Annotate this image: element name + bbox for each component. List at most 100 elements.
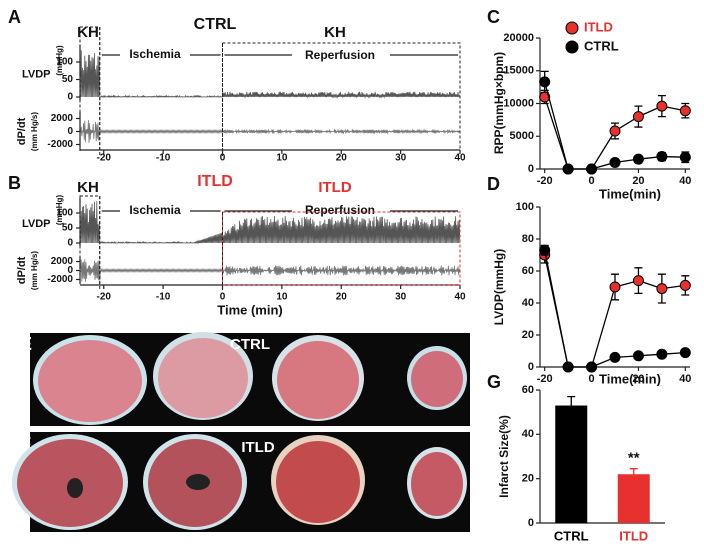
y-tick-label: 0: [67, 92, 73, 103]
panel-letter: C: [487, 7, 500, 27]
y-axis-label: LVDP: [22, 68, 51, 80]
panel-title: CTRL: [230, 336, 270, 353]
error-bar: [629, 468, 638, 480]
y-tick-label: 0: [528, 361, 534, 373]
annotation: Reperfusion: [305, 203, 375, 217]
x-tick-label: 0: [220, 292, 226, 303]
y2-tick-label: -2000: [47, 274, 73, 285]
x-tick-label: -20: [97, 153, 112, 164]
data-point: [586, 361, 598, 373]
annotation: Ischemia: [129, 47, 181, 61]
error-bar: [567, 396, 576, 415]
y-tick-label: 20000: [503, 32, 534, 44]
data-point: [632, 350, 644, 362]
panel-letter: B: [8, 173, 21, 193]
reperfusion-box: [222, 42, 461, 151]
y2-axis-unit: (mm Hg/s): [30, 251, 39, 290]
data-point: [679, 279, 691, 291]
y-axis-label: Infarct Size(%): [497, 415, 511, 498]
y2-axis-label: dP/dt: [16, 117, 28, 145]
y2-tick-label: 2000: [51, 256, 74, 267]
x-tick-label: 40: [454, 153, 466, 164]
x-tick-label: 20: [336, 153, 348, 164]
x-axis-label: Time(min): [599, 186, 661, 201]
data-point: [656, 348, 668, 360]
data-point: [609, 351, 621, 363]
legend-marker: [565, 21, 579, 35]
panel-title: CTRL: [194, 16, 237, 33]
y2-tick-label: 0: [67, 265, 73, 276]
x-tick-label: 10: [276, 153, 288, 164]
annotation: ITLD: [318, 179, 351, 196]
legend-marker: [565, 40, 579, 54]
data-point: [562, 361, 574, 373]
pressure-trace: [79, 50, 461, 99]
y-tick-label: 100: [56, 57, 73, 68]
panel-letter: A: [8, 7, 21, 27]
data-point: [679, 151, 691, 163]
dpdt-trace: [79, 120, 461, 143]
y-tick-label: 0: [528, 163, 534, 175]
bar: [555, 405, 588, 523]
y-tick-label: 50: [62, 223, 74, 234]
y2-tick-label: 2000: [51, 113, 74, 124]
y-axis-label: RPP(mmHg×bpm): [492, 52, 506, 154]
y-axis-label: LVDP(mmHg): [492, 249, 506, 325]
x-tick-label: 20: [632, 373, 644, 385]
panel-title: ITLD: [241, 439, 274, 456]
data-point: [656, 151, 668, 163]
y-axis-label: LVDP: [22, 218, 51, 230]
data-point: [632, 275, 644, 287]
data-point: [656, 100, 668, 112]
x-tick-label: 40: [679, 373, 691, 385]
x-tick-label: -10: [156, 292, 171, 303]
dpdt-trace: [79, 259, 461, 282]
y-tick-label: 5000: [510, 130, 534, 142]
x-tick-label: -20: [537, 373, 553, 385]
y-tick-label: 80: [522, 233, 534, 245]
x-tick-label: -10: [156, 153, 171, 164]
bar: [617, 474, 650, 523]
y-tick-label: 15000: [503, 65, 534, 77]
y-tick-label: 0: [67, 238, 73, 249]
x-axis-label: Time (min): [217, 302, 283, 317]
annotation: Reperfusion: [305, 48, 375, 62]
data-point: [539, 244, 551, 256]
x-tick-label: 40: [679, 175, 691, 187]
y-tick-label: 60: [522, 265, 534, 277]
y-axis-unit: (mmHg): [55, 195, 64, 226]
x-tick-label: 30: [395, 153, 407, 164]
y-tick-label: 100: [56, 208, 73, 219]
y-tick-label: 50: [62, 74, 74, 85]
annotation: KH: [77, 179, 99, 196]
x-tick-label: 40: [454, 292, 466, 303]
significance: **: [628, 450, 640, 467]
panel-letter: F: [20, 434, 31, 454]
panel-letter: E: [20, 334, 32, 354]
y2-axis-label: dP/dt: [16, 256, 28, 284]
y-tick-label: 40: [522, 428, 534, 440]
data-point: [609, 156, 621, 168]
data-point: [656, 283, 668, 295]
x-tick-label: -20: [97, 292, 112, 303]
y-tick-label: 20: [522, 473, 534, 485]
data-point: [632, 153, 644, 165]
x-tick-label: 10: [276, 292, 288, 303]
x-tick-label: CTRL: [554, 528, 589, 543]
annotation: KH: [77, 24, 99, 41]
x-tick-label: 20: [336, 292, 348, 303]
kh-box: [79, 195, 101, 286]
panel-letter: D: [487, 174, 500, 194]
annotation: Ischemia: [129, 203, 181, 217]
y-tick-label: 40: [522, 297, 534, 309]
legend-label: ITLD: [584, 19, 613, 34]
y-axis-unit: (mmHg): [55, 45, 64, 76]
data-point: [562, 163, 574, 175]
y-tick-label: 10000: [503, 97, 534, 109]
x-tick-label: 0: [589, 175, 595, 187]
x-tick-label: 0: [589, 373, 595, 385]
data-point: [679, 105, 691, 117]
data-point: [632, 111, 644, 123]
heart-slices: [12, 332, 467, 530]
